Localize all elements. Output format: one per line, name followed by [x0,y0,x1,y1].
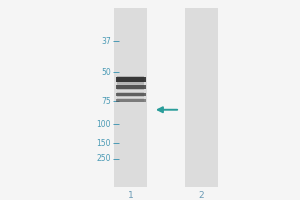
Text: 1: 1 [128,191,134,200]
Bar [184,8,218,187]
Bar [117,84,144,90]
Text: 37: 37 [101,37,111,46]
Bar [114,8,147,187]
Bar [116,93,146,96]
Text: 75: 75 [101,97,111,106]
Bar [116,99,146,102]
Bar [117,98,144,102]
Bar [117,76,144,84]
Text: 50: 50 [101,68,111,77]
Text: 2: 2 [198,191,204,200]
Text: 250: 250 [97,154,111,163]
Bar [116,85,146,89]
Bar [117,92,144,97]
Bar [116,77,146,82]
Text: 150: 150 [97,139,111,148]
Text: 100: 100 [97,120,111,129]
